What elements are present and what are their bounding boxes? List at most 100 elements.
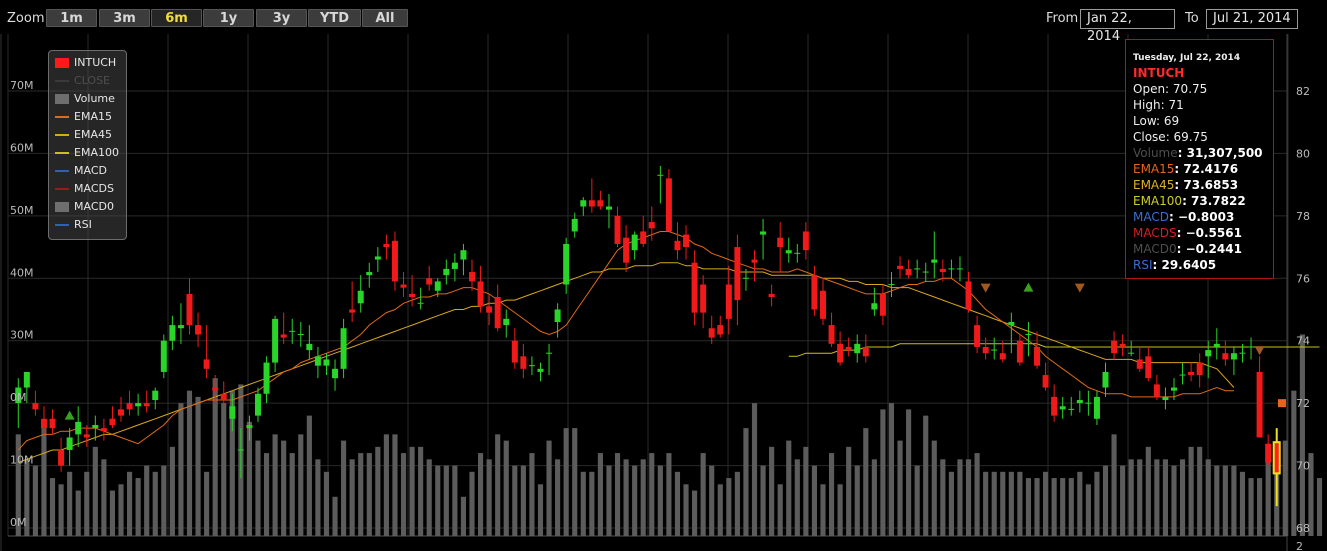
volume-bar xyxy=(837,484,843,536)
to-date-input[interactable]: Jul 21, 2014 xyxy=(1206,9,1298,29)
legend-item-macd0[interactable]: MACD0 xyxy=(55,200,114,214)
volume-bar xyxy=(426,459,432,536)
candle-body xyxy=(195,325,202,335)
legend-item-intuch[interactable]: INTUCH xyxy=(55,56,116,70)
candle-body xyxy=(760,231,767,235)
tooltip-row-value: 69.75 xyxy=(1173,130,1208,144)
volume-bar xyxy=(863,428,869,536)
candle-body xyxy=(1153,384,1160,397)
candle-body xyxy=(785,250,792,254)
volume-bar xyxy=(101,459,107,536)
candle-body xyxy=(683,234,690,248)
zoom-button-all[interactable]: All xyxy=(362,9,408,27)
zoom-button-1y[interactable]: 1y xyxy=(203,9,254,27)
legend-swatch xyxy=(55,152,69,154)
volume-bar xyxy=(1145,446,1151,536)
candle-body xyxy=(1170,387,1177,391)
legend-label: MACD0 xyxy=(74,200,114,213)
legend-item-macds[interactable]: MACDS xyxy=(55,182,114,196)
zoom-button-3m[interactable]: 3m xyxy=(99,9,150,27)
volume-bar xyxy=(298,434,304,536)
candle-body xyxy=(897,265,904,269)
candle-body xyxy=(15,387,22,404)
candle-body xyxy=(1016,340,1023,363)
legend-item-macd[interactable]: MACD xyxy=(55,164,107,178)
candle-body xyxy=(477,281,484,307)
candle-body xyxy=(631,234,638,251)
volume-bar xyxy=(221,403,227,536)
volume-bar xyxy=(657,465,663,536)
volume-bar xyxy=(923,415,929,536)
volume-bar xyxy=(178,403,184,536)
volume-bar xyxy=(127,471,133,536)
tooltip-row-ema45: EMA45: 73.6853 xyxy=(1133,177,1238,193)
candle-body xyxy=(708,328,715,338)
volume-bar xyxy=(15,434,21,536)
volume-bar xyxy=(1171,465,1177,536)
volume-bar xyxy=(1000,471,1006,536)
candle-body xyxy=(1076,400,1083,404)
legend-item-ema15[interactable]: EMA15 xyxy=(55,110,112,124)
candle-body xyxy=(751,259,758,263)
tooltip-row-value: : −0.8003 xyxy=(1168,210,1235,224)
zoom-button-3y[interactable]: 3y xyxy=(256,9,307,27)
price-tick-label: 72 xyxy=(1296,397,1310,410)
candle-body xyxy=(1102,371,1109,388)
candle-body xyxy=(605,206,612,210)
legend-item-ema100[interactable]: EMA100 xyxy=(55,146,119,160)
volume-bar xyxy=(409,446,415,536)
candle-body xyxy=(1145,356,1152,379)
candle-body xyxy=(229,406,236,419)
volume-bar xyxy=(786,440,792,536)
candle-body xyxy=(1222,353,1229,360)
volume-bar xyxy=(246,421,252,536)
tooltip-row-value: : 73.7822 xyxy=(1182,194,1246,208)
candle-body xyxy=(203,359,210,369)
candle-body xyxy=(451,262,458,269)
tooltip-row-label: EMA100 xyxy=(1133,194,1183,208)
zoom-button-1m[interactable]: 1m xyxy=(46,9,97,27)
candle-body xyxy=(254,393,261,416)
candle-body xyxy=(349,309,356,313)
volume-bar xyxy=(452,465,458,536)
tooltip-row-macd: MACD: −0.8003 xyxy=(1133,209,1234,225)
volume-bar xyxy=(974,453,980,536)
candle-body xyxy=(811,275,818,310)
legend-swatch xyxy=(55,58,69,68)
volume-bar xyxy=(1060,478,1066,536)
volume-bar xyxy=(555,459,561,536)
volume-bar xyxy=(383,434,389,536)
from-date-input[interactable]: Jan 22, 2014 xyxy=(1080,9,1175,44)
candle-body xyxy=(357,290,364,304)
volume-bar xyxy=(888,403,895,536)
volume-bar xyxy=(1017,471,1023,536)
candle-body xyxy=(537,368,544,372)
legend-item-ema45[interactable]: EMA45 xyxy=(55,128,112,142)
legend-item-close[interactable]: CLOSE xyxy=(55,74,110,88)
volume-bar xyxy=(58,484,64,536)
volume-bar xyxy=(169,446,175,536)
candle-body xyxy=(391,240,398,282)
legend-swatch xyxy=(55,188,69,190)
zoom-button-ytd[interactable]: YTD xyxy=(308,9,361,27)
candle-body xyxy=(1265,443,1272,463)
volume-bar xyxy=(640,459,646,536)
volume-bar xyxy=(418,446,424,536)
legend-item-volume[interactable]: Volume xyxy=(55,92,115,106)
zoom-button-6m[interactable]: 6m xyxy=(151,9,202,27)
legend-item-rsi[interactable]: RSI xyxy=(55,218,92,232)
candle-body xyxy=(931,259,938,263)
candle-body xyxy=(494,297,501,329)
candle-body xyxy=(160,340,167,372)
candle-body xyxy=(426,278,433,285)
tooltip-row-rsi: RSI: 29.6405 xyxy=(1133,257,1216,273)
candle-body xyxy=(820,290,826,319)
candle-body xyxy=(49,418,56,429)
tooltip-row-ema15: EMA15: 72.4176 xyxy=(1133,161,1238,177)
tooltip-row-low: Low: 69 xyxy=(1133,113,1179,129)
ema15-end-marker xyxy=(1278,399,1286,408)
price-tick-label: 78 xyxy=(1296,210,1310,223)
volume-bar xyxy=(794,459,800,536)
candle-body xyxy=(845,346,852,351)
